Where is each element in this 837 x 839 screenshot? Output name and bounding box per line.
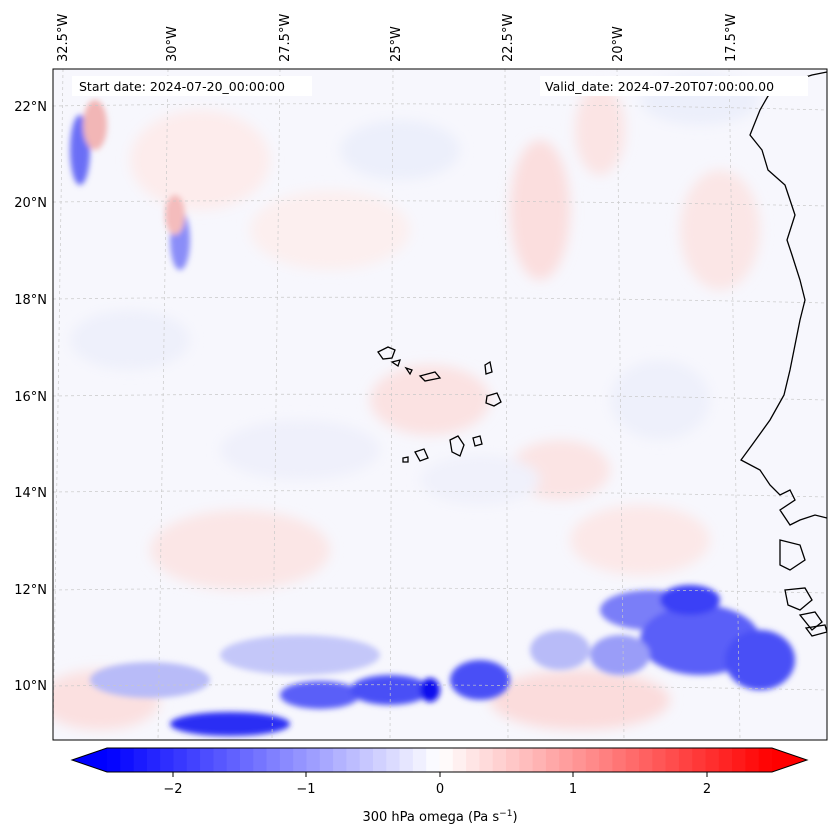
colorbar-cell	[732, 748, 746, 772]
colorbar-cell	[133, 748, 148, 772]
colorbar-cell	[572, 748, 587, 772]
colorbar-tick-label: −2	[163, 782, 182, 797]
lon-label-20w: 20°W	[611, 26, 626, 62]
cape-verde-islands	[377, 346, 502, 463]
colorbar-tick-label: 1	[569, 782, 577, 797]
colorbar-tick-label: 2	[703, 782, 711, 797]
colorbar-cell	[200, 748, 214, 772]
colorbar-cell	[107, 748, 121, 772]
colorbar-cell	[452, 748, 467, 772]
colorbar-cell	[466, 748, 480, 772]
colorbar-cell	[333, 748, 347, 772]
lon-label-32-5w: 32.5°W	[56, 14, 71, 62]
latitude-labels: 22°N 20°N 18°N 16°N 14°N 12°N 10°N	[14, 100, 47, 694]
colorbar-cell	[279, 748, 294, 772]
colorbar-cell	[692, 748, 707, 772]
colorbar-cell	[146, 748, 161, 772]
lon-label-27-5w: 27.5°W	[278, 14, 293, 62]
lon-label-30w: 30°W	[165, 26, 180, 62]
lat-label-22n: 22°N	[14, 100, 47, 115]
lat-label-20n: 20°N	[14, 196, 47, 211]
colorbar-cell	[718, 748, 733, 772]
lat-label-14n: 14°N	[14, 486, 47, 501]
colorbar-cell	[266, 748, 281, 772]
colorbar-cell	[705, 748, 720, 772]
omega-field	[53, 75, 760, 730]
colorbar-cell	[506, 748, 520, 772]
lat-label-10n: 10°N	[14, 679, 47, 694]
colorbar-extend-max	[772, 748, 807, 772]
colorbar-cell	[639, 748, 653, 772]
colorbar-cell	[186, 748, 201, 772]
colorbar-cell	[426, 748, 441, 772]
colorbar-cell	[532, 748, 547, 772]
colorbar-cell	[652, 748, 667, 772]
colorbar-cell	[253, 748, 268, 772]
colorbar-tick-label: −1	[296, 782, 315, 797]
colorbar-cell	[559, 748, 574, 772]
start-date: Start date: 2024-07-20_00:00:00	[79, 79, 285, 94]
colorbar-cells	[72, 748, 807, 772]
colorbar-cell	[758, 748, 773, 772]
lon-label-25w: 25°W	[389, 26, 404, 62]
lon-label-17-5w: 17.5°W	[724, 14, 739, 62]
colorbar-cell	[665, 748, 680, 772]
colorbar-cell	[745, 748, 760, 772]
longitude-labels: 32.5°W 30°W 27.5°W 25°W 22.5°W 20°W 17.5…	[56, 14, 739, 62]
colorbar-cell	[293, 748, 308, 772]
colorbar-cell	[479, 748, 494, 772]
colorbar-cell	[226, 748, 241, 772]
colorbar-cell	[625, 748, 640, 772]
colorbar-cell	[319, 748, 334, 772]
valid-date-box	[540, 76, 808, 96]
colorbar-cell	[585, 748, 600, 772]
colorbar-cell	[519, 748, 534, 772]
colorbar-cell	[386, 748, 401, 772]
colorbar-cell	[492, 748, 507, 772]
lat-label-12n: 12°N	[14, 583, 47, 598]
colorbar-cell	[213, 748, 228, 772]
colorbar-cell	[399, 748, 414, 772]
colorbar-cell	[359, 748, 374, 772]
start-date-box	[72, 76, 312, 96]
strong-ascent-band	[70, 100, 795, 736]
coastline	[740, 71, 827, 637]
colorbar-cell	[412, 748, 427, 772]
colorbar-cell	[346, 748, 361, 772]
colorbar-label: 300 hPa omega (Pa s−1)	[362, 809, 517, 825]
colorbar-cell	[373, 748, 387, 772]
colorbar-cell	[306, 748, 321, 772]
colorbar-extend-min	[72, 748, 107, 772]
colorbar: −2 −1 0 1 2 300 hPa omega (Pa s−1)	[70, 747, 809, 825]
colorbar-cell	[678, 748, 693, 772]
colorbar-cell	[173, 748, 188, 772]
lat-label-18n: 18°N	[14, 293, 47, 308]
colorbar-cell	[160, 748, 175, 772]
colorbar-cell	[545, 748, 560, 772]
colorbar-cell	[120, 748, 135, 772]
gridlines	[53, 69, 827, 740]
colorbar-cell	[439, 748, 454, 772]
colorbar-cell	[240, 748, 254, 772]
valid-date: Valid_date: 2024-07-20T07:00:00.00	[545, 79, 774, 94]
colorbar-ticks	[172, 772, 708, 777]
colorbar-tick-label: 0	[436, 782, 444, 797]
lon-label-22-5w: 22.5°W	[501, 14, 516, 62]
lat-label-16n: 16°N	[14, 390, 47, 405]
colorbar-cell	[599, 748, 613, 772]
map-panel	[52, 68, 828, 741]
colorbar-cell	[612, 748, 627, 772]
